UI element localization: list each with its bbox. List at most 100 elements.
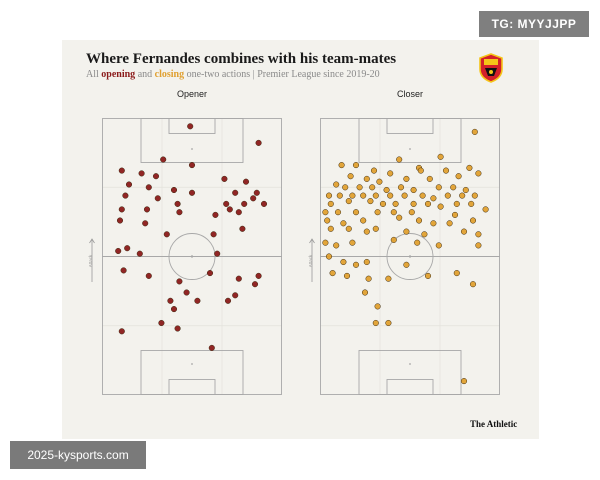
closer-point xyxy=(333,242,340,249)
six-yard-box-bottom xyxy=(168,379,216,395)
closer-point xyxy=(325,253,333,260)
closer-point xyxy=(390,209,397,216)
subtitle-closing: closing xyxy=(154,69,185,80)
closer-point xyxy=(360,217,367,224)
closer-point xyxy=(322,239,329,246)
closer-point xyxy=(397,184,405,191)
opener-point xyxy=(242,178,250,185)
opener-point xyxy=(253,189,260,196)
opener-point xyxy=(176,278,183,285)
closer-point xyxy=(442,167,450,174)
chart-subtitle: All opening and closing one-two actions … xyxy=(86,69,380,80)
opener-point xyxy=(152,173,160,180)
opener-point xyxy=(170,186,178,194)
opener-point xyxy=(116,217,124,224)
closer-point xyxy=(349,192,356,199)
closer-point xyxy=(343,272,351,279)
opener-point xyxy=(174,325,181,332)
center-circle xyxy=(386,233,434,280)
closer-point xyxy=(426,175,433,182)
opener-point xyxy=(232,189,239,196)
opener-point xyxy=(232,292,239,299)
closer-point xyxy=(383,186,390,194)
closer-point xyxy=(437,203,444,210)
closer-point xyxy=(460,228,468,235)
closer-point xyxy=(430,195,437,202)
opener-point xyxy=(212,211,219,218)
closer-point xyxy=(387,192,394,199)
opener-point xyxy=(174,200,181,207)
closer-point xyxy=(419,192,426,199)
opener-point xyxy=(118,206,125,213)
closer-point xyxy=(379,200,387,207)
six-yard-box-top xyxy=(168,118,216,134)
closer-point xyxy=(396,156,403,163)
closer-point xyxy=(424,200,432,207)
opener-point xyxy=(183,289,190,296)
opener-point xyxy=(145,184,152,191)
opener-point xyxy=(208,344,215,351)
closer-point xyxy=(482,206,489,213)
closer-point xyxy=(435,184,442,191)
closer-point xyxy=(372,225,379,232)
opener-point xyxy=(239,225,246,232)
closer-point xyxy=(367,198,374,205)
club-crest-icon xyxy=(479,53,503,83)
closer-point xyxy=(363,228,370,235)
closer-point xyxy=(325,192,333,199)
closer-point xyxy=(374,209,381,216)
closer-point xyxy=(372,319,379,327)
six-yard-box-bottom xyxy=(386,379,434,395)
penalty-box-bottom xyxy=(358,350,462,395)
opener-point xyxy=(170,306,178,313)
closer-point xyxy=(453,270,460,277)
closer-point xyxy=(403,175,410,182)
center-circle xyxy=(168,233,216,280)
closer-point xyxy=(369,184,376,191)
attack-arrow-closer: Attack xyxy=(308,238,315,282)
opener-point xyxy=(176,209,183,216)
attack-label-opener: Attack xyxy=(88,254,93,267)
pitch-opener xyxy=(102,118,282,395)
closer-point xyxy=(333,181,340,188)
closer-point xyxy=(450,184,457,191)
six-yard-box-top xyxy=(386,118,434,134)
opener-point xyxy=(167,297,174,304)
penalty-spot-top xyxy=(191,148,193,150)
closer-point xyxy=(345,198,352,205)
closer-point xyxy=(435,242,442,249)
closer-point xyxy=(390,236,397,243)
closer-point xyxy=(349,239,356,246)
penalty-box-bottom xyxy=(140,350,244,395)
infographic-card xyxy=(62,40,539,439)
closer-point xyxy=(363,175,370,182)
closer-point xyxy=(421,231,428,238)
closer-point xyxy=(410,200,417,207)
closer-point xyxy=(453,200,460,207)
closer-point xyxy=(376,178,383,185)
center-spot xyxy=(408,255,412,258)
closer-point xyxy=(469,217,477,224)
opener-point xyxy=(255,272,262,279)
subtitle-and: and xyxy=(135,69,155,80)
opener-point xyxy=(115,247,122,255)
closer-point xyxy=(356,184,363,191)
opener-point xyxy=(224,297,232,304)
penalty-spot-bottom xyxy=(409,363,411,365)
closer-point xyxy=(424,272,432,279)
closer-point xyxy=(469,281,477,288)
closer-point xyxy=(392,200,399,207)
opener-point xyxy=(241,200,248,207)
closer-point xyxy=(327,225,334,232)
chart-title: Where Fernandes combines with his team-m… xyxy=(86,51,397,67)
penalty-spot-bottom xyxy=(191,363,193,365)
closer-point xyxy=(345,225,352,232)
closer-point xyxy=(365,275,372,282)
opener-point xyxy=(125,181,133,188)
opener-point xyxy=(136,250,143,257)
closer-point xyxy=(408,209,415,216)
panel-title-opener: Opener xyxy=(176,89,208,99)
subtitle-opening: opening xyxy=(101,69,136,80)
closer-point xyxy=(414,239,421,246)
opener-point xyxy=(223,200,230,207)
